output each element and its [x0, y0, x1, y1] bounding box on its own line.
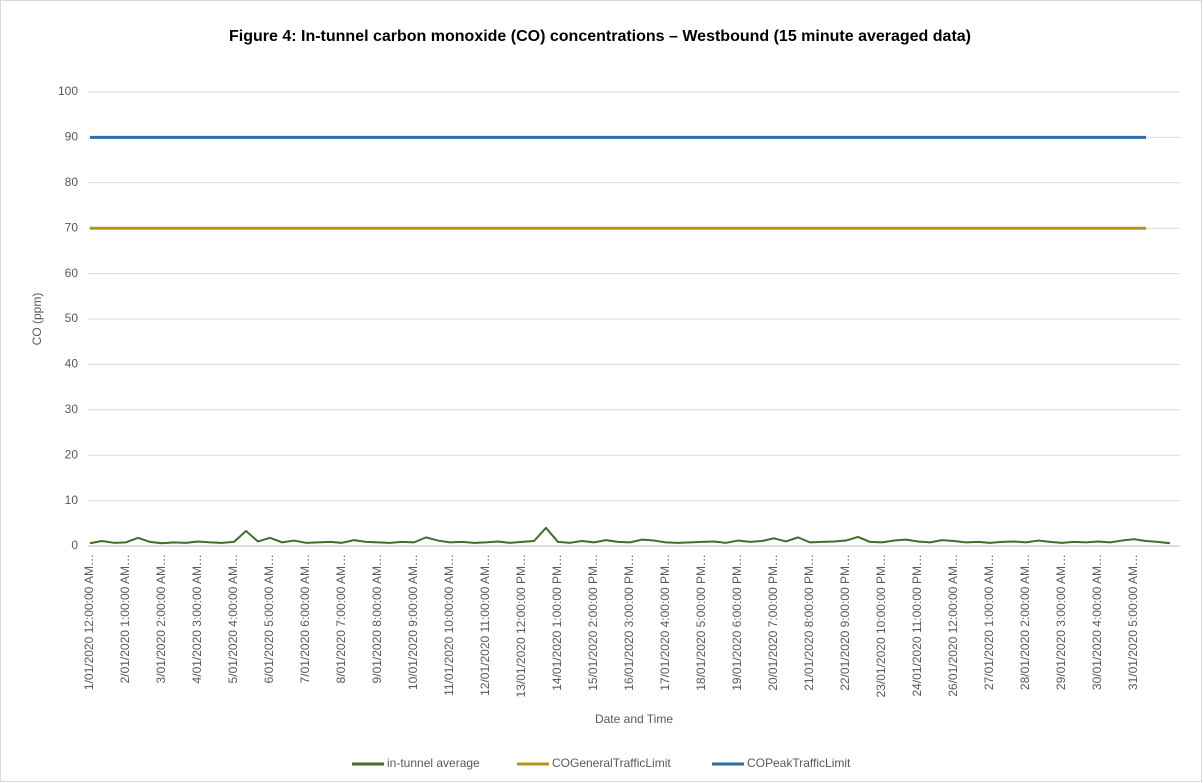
x-tick-label: 23/01/2020 10:00:00 PM… — [874, 554, 888, 697]
x-tick-label: 30/01/2020 4:00:00 AM… — [1090, 554, 1104, 690]
y-tick-label: 90 — [65, 130, 79, 144]
y-tick-label: 50 — [65, 311, 79, 325]
x-tick-label: 16/01/2020 3:00:00 PM… — [622, 554, 636, 691]
x-tick-label: 14/01/2020 1:00:00 PM… — [550, 554, 564, 691]
x-tick-label: 5/01/2020 4:00:00 AM… — [226, 554, 240, 683]
x-tick-label: 9/01/2020 8:00:00 AM… — [370, 554, 384, 683]
x-tick-label: 17/01/2020 4:00:00 PM… — [658, 554, 672, 691]
x-tick-label: 24/01/2020 11:00:00 PM… — [910, 554, 924, 697]
y-tick-label: 0 — [71, 538, 78, 552]
x-tick-label: 12/01/2020 11:00:00 AM… — [478, 554, 492, 696]
x-tick-label: 7/01/2020 6:00:00 AM… — [298, 554, 312, 683]
y-tick-label: 80 — [65, 175, 79, 189]
legend-label: COPeakTrafficLimit — [747, 756, 851, 770]
x-tick-label: 10/01/2020 9:00:00 AM… — [406, 554, 420, 690]
y-axis-title: CO (ppm) — [30, 293, 44, 346]
legend-label: COGeneralTrafficLimit — [552, 756, 671, 770]
chart-title: Figure 4: In-tunnel carbon monoxide (CO)… — [229, 28, 971, 45]
x-tick-label: 31/01/2020 5:00:00 AM… — [1126, 554, 1140, 690]
x-axis-title: Date and Time — [595, 712, 673, 726]
y-tick-label: 70 — [65, 220, 79, 234]
x-tick-label: 15/01/2020 2:00:00 PM… — [586, 554, 600, 691]
y-tick-label: 20 — [65, 447, 79, 461]
x-tick-label: 6/01/2020 5:00:00 AM… — [262, 554, 276, 683]
x-tick-label: 27/01/2020 1:00:00 AM… — [982, 554, 996, 690]
x-tick-label: 26/01/2020 12:00:00 AM… — [946, 554, 960, 697]
x-tick-label: 2/01/2020 1:00:00 AM… — [118, 554, 132, 683]
x-tick-label: 19/01/2020 6:00:00 PM… — [730, 554, 744, 691]
x-tick-label: 28/01/2020 2:00:00 AM… — [1018, 554, 1032, 690]
y-tick-label: 40 — [65, 357, 79, 371]
y-tick-label: 60 — [65, 266, 79, 280]
x-tick-label: 13/01/2020 12:00:00 PM… — [514, 554, 528, 697]
x-tick-label: 1/01/2020 12:00:00 AM… — [82, 554, 96, 690]
y-tick-label: 100 — [58, 84, 78, 98]
series-line — [89, 526, 1171, 545]
x-tick-label: 21/01/2020 8:00:00 PM… — [802, 554, 816, 691]
x-tick-label: 22/01/2020 9:00:00 PM… — [838, 554, 852, 691]
x-tick-label: 20/01/2020 7:00:00 PM… — [766, 554, 780, 691]
x-tick-label: 11/01/2020 10:00:00 AM… — [442, 554, 456, 696]
x-tick-label: 8/01/2020 7:00:00 AM… — [334, 554, 348, 683]
x-tick-label: 3/01/2020 2:00:00 AM… — [154, 554, 168, 683]
x-tick-label: 29/01/2020 3:00:00 AM… — [1054, 554, 1068, 690]
y-tick-label: 30 — [65, 402, 79, 416]
y-tick-label: 10 — [65, 493, 79, 507]
legend-label: in-tunnel average — [387, 756, 480, 770]
x-tick-label: 18/01/2020 5:00:00 PM… — [694, 554, 708, 691]
x-tick-label: 4/01/2020 3:00:00 AM… — [190, 554, 204, 683]
